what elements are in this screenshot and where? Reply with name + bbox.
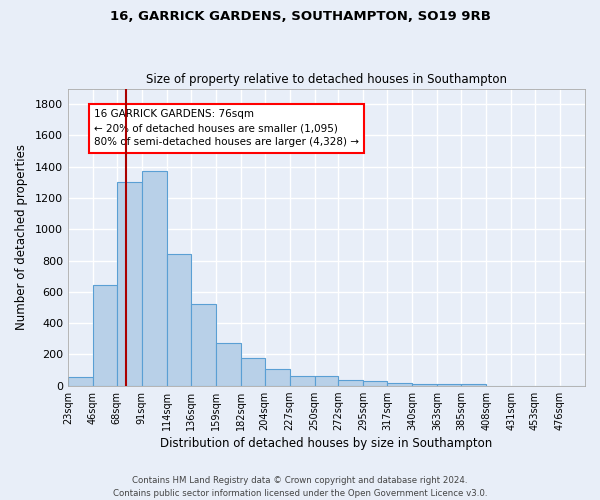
Bar xyxy=(191,304,215,386)
Text: 16 GARRICK GARDENS: 76sqm
← 20% of detached houses are smaller (1,095)
80% of se: 16 GARRICK GARDENS: 76sqm ← 20% of detac… xyxy=(94,110,359,148)
Bar xyxy=(387,383,412,386)
Bar xyxy=(117,182,142,386)
Bar xyxy=(412,384,437,386)
Bar xyxy=(215,342,241,386)
Bar xyxy=(265,370,290,386)
Bar xyxy=(338,380,364,386)
Bar xyxy=(93,285,117,386)
Y-axis label: Number of detached properties: Number of detached properties xyxy=(15,144,28,330)
Text: 16, GARRICK GARDENS, SOUTHAMPTON, SO19 9RB: 16, GARRICK GARDENS, SOUTHAMPTON, SO19 9… xyxy=(110,10,490,23)
Bar xyxy=(290,376,314,386)
Bar xyxy=(68,377,93,386)
Bar xyxy=(437,384,461,386)
X-axis label: Distribution of detached houses by size in Southampton: Distribution of detached houses by size … xyxy=(160,437,493,450)
Text: Contains HM Land Registry data © Crown copyright and database right 2024.
Contai: Contains HM Land Registry data © Crown c… xyxy=(113,476,487,498)
Bar xyxy=(142,172,167,386)
Bar xyxy=(241,358,265,386)
Bar xyxy=(314,376,338,386)
Bar xyxy=(364,381,387,386)
Title: Size of property relative to detached houses in Southampton: Size of property relative to detached ho… xyxy=(146,73,507,86)
Bar xyxy=(167,254,191,386)
Bar xyxy=(461,384,486,386)
